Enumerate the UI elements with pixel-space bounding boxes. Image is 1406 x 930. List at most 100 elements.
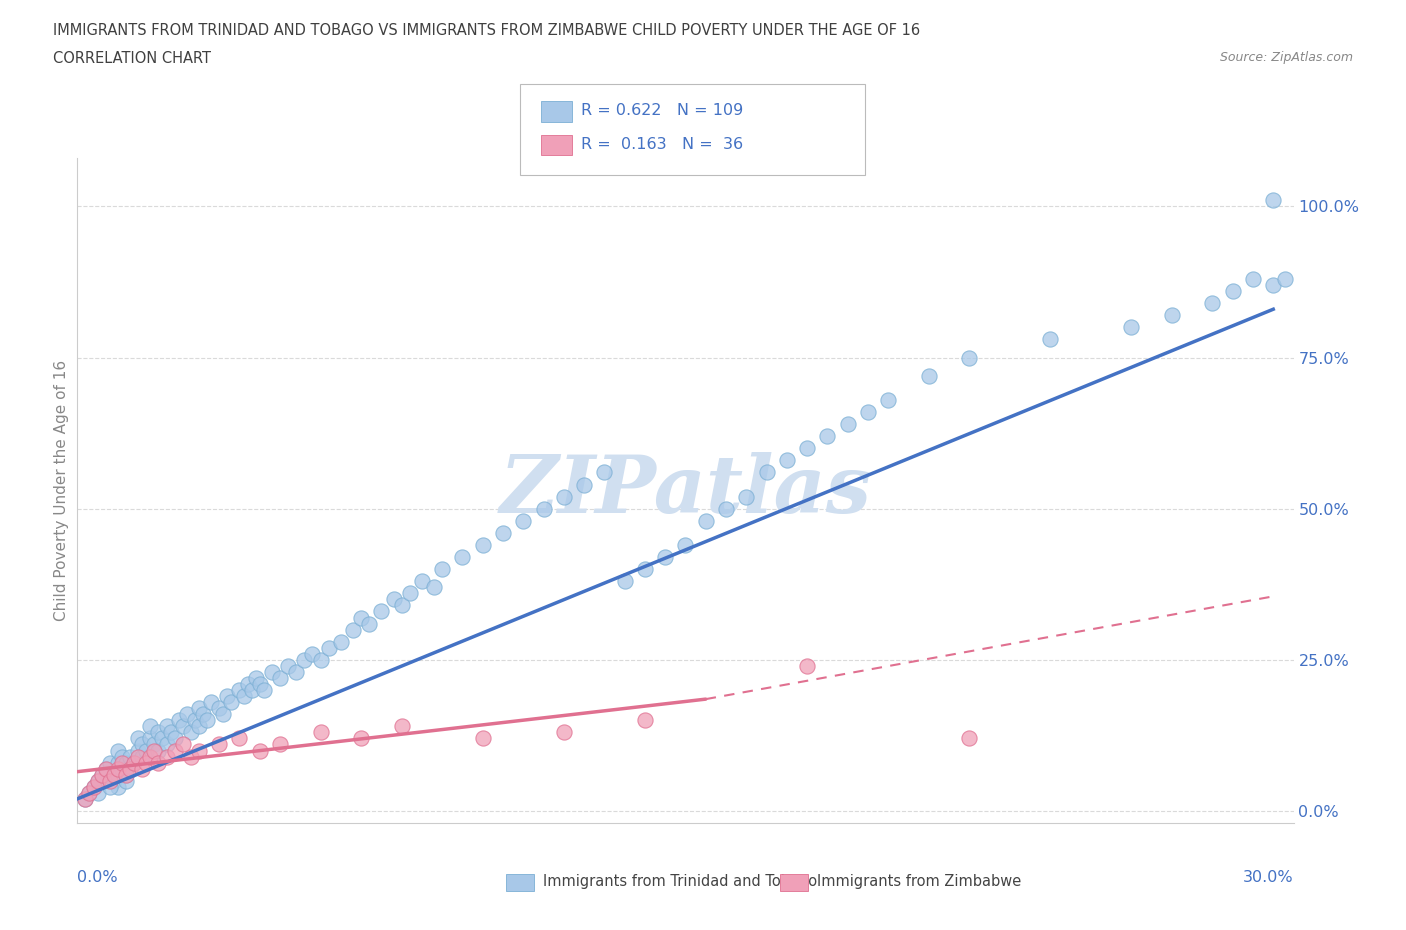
Text: R =  0.163   N =  36: R = 0.163 N = 36 [581, 137, 742, 152]
Point [131, 737, 153, 751]
Point [115, 755, 138, 770]
Point [492, 525, 515, 540]
Point [98, 755, 121, 770]
Point [1263, 193, 1285, 208]
Point [228, 683, 250, 698]
Point [103, 774, 125, 789]
Point [180, 750, 202, 764]
Point [228, 731, 250, 746]
Point [103, 767, 125, 782]
Point [217, 688, 239, 703]
Text: 0.0%: 0.0% [77, 870, 118, 884]
Text: Source: ZipAtlas.com: Source: ZipAtlas.com [1219, 51, 1353, 64]
Point [675, 538, 697, 552]
Point [430, 562, 453, 577]
Point [94, 761, 117, 776]
Point [139, 731, 162, 746]
Point [572, 477, 595, 492]
Point [232, 688, 254, 703]
Point [318, 641, 340, 656]
Point [180, 725, 202, 740]
Point [135, 743, 157, 758]
Point [79, 785, 101, 800]
Point [131, 750, 153, 764]
Point [1121, 320, 1143, 335]
Point [184, 712, 207, 727]
Point [188, 743, 211, 758]
Point [118, 761, 141, 776]
Point [1201, 296, 1223, 311]
Point [471, 731, 494, 746]
Point [391, 598, 413, 613]
Point [155, 750, 177, 764]
Y-axis label: Child Poverty Under the Age of 16: Child Poverty Under the Age of 16 [53, 360, 69, 621]
Point [167, 712, 190, 727]
Point [236, 677, 259, 692]
Point [634, 712, 657, 727]
Point [135, 755, 157, 770]
Point [796, 658, 818, 673]
Point [837, 417, 859, 432]
Point [277, 658, 299, 673]
Text: IMMIGRANTS FROM TRINIDAD AND TOBAGO VS IMMIGRANTS FROM ZIMBABWE CHILD POVERTY UN: IMMIGRANTS FROM TRINIDAD AND TOBAGO VS I… [53, 23, 921, 38]
Point [94, 761, 117, 776]
Point [796, 441, 818, 456]
Point [155, 719, 177, 734]
Point [856, 405, 879, 419]
Point [1274, 272, 1296, 286]
Point [957, 731, 980, 746]
Point [260, 664, 283, 679]
Point [191, 707, 214, 722]
Point [139, 719, 162, 734]
Point [634, 562, 657, 577]
Point [553, 725, 575, 740]
Point [148, 743, 170, 758]
Point [1039, 332, 1062, 347]
Point [143, 737, 166, 751]
Point [212, 707, 235, 722]
Point [111, 761, 134, 776]
Point [148, 725, 170, 740]
Point [172, 737, 194, 751]
Point [195, 712, 218, 727]
Point [269, 737, 291, 751]
Point [98, 774, 121, 789]
Point [533, 501, 555, 516]
Point [127, 743, 149, 758]
Point [79, 785, 101, 800]
Point [152, 731, 174, 746]
Point [471, 538, 494, 552]
Point [111, 755, 134, 770]
Point [342, 622, 364, 637]
Point [593, 465, 616, 480]
Point [139, 750, 162, 764]
Point [107, 743, 129, 758]
Point [240, 683, 263, 698]
Text: CORRELATION CHART: CORRELATION CHART [53, 51, 211, 66]
Point [776, 453, 799, 468]
Point [1241, 272, 1264, 286]
Point [350, 610, 373, 625]
Point [512, 513, 534, 528]
Text: Immigrants from Zimbabwe: Immigrants from Zimbabwe [817, 874, 1021, 889]
Point [172, 719, 194, 734]
Point [163, 743, 186, 758]
Point [285, 664, 308, 679]
Point [370, 604, 392, 619]
Point [695, 513, 717, 528]
Point [127, 750, 149, 764]
Point [118, 761, 141, 776]
Point [176, 707, 198, 722]
Point [451, 550, 474, 565]
Point [200, 695, 222, 710]
Point [159, 725, 181, 740]
Point [90, 767, 112, 782]
Point [122, 755, 145, 770]
Point [714, 501, 737, 516]
Point [221, 695, 243, 710]
Point [382, 592, 405, 607]
Point [423, 580, 446, 595]
Point [115, 774, 138, 789]
Point [269, 671, 291, 685]
Point [86, 785, 108, 800]
